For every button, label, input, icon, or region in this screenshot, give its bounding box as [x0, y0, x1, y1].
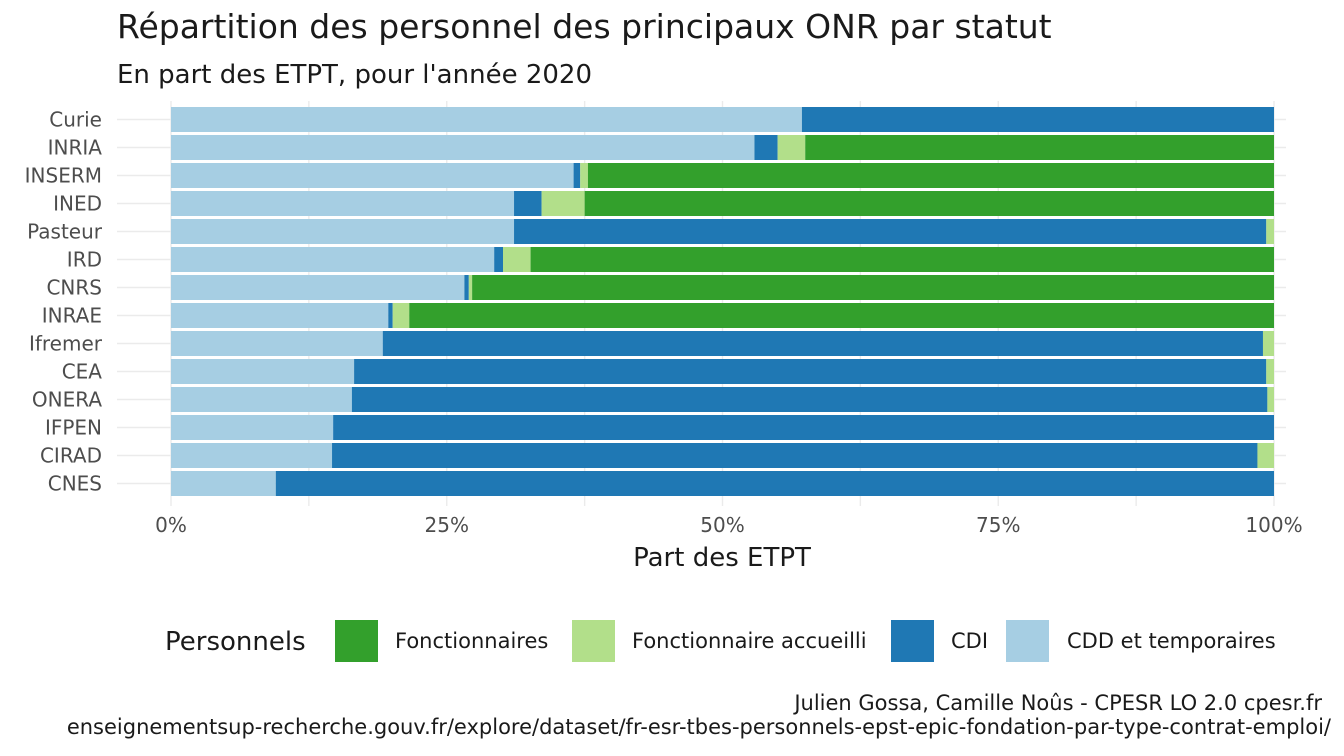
bar-segment-cnrs-fonctionnaires: [472, 275, 1274, 300]
chart-subtitle: En part des ETPT, pour l'année 2020: [117, 60, 592, 90]
bar-segment-ifpen-cdi: [333, 415, 1274, 440]
legend-label: CDD et temporaires: [1067, 629, 1276, 653]
bar-segment-pasteur-cdi: [514, 219, 1267, 244]
bar-segment-ined-cdd-et-temporaires: [171, 191, 515, 216]
bar-segment-ird-cdi: [494, 247, 504, 272]
bar-segment-inserm-fonctionnaire-accueilli: [580, 163, 588, 188]
x-tick-label: 0%: [155, 513, 187, 537]
bar-segment-ined-cdi: [514, 191, 542, 216]
y-tick-label: CIRAD: [40, 444, 102, 468]
bar-segment-cnrs-cdd-et-temporaires: [171, 275, 465, 300]
bar-segment-inria-fonctionnaires: [805, 135, 1274, 160]
bar-segment-ifremer-cdi: [382, 331, 1263, 356]
legend-label: Fonctionnaires: [395, 629, 548, 653]
legend: Personnels Fonctionnaires Fonctionnaire a…: [165, 620, 1276, 662]
legend-key-cdi: [891, 620, 934, 662]
bar-segment-cirad-fonctionnaire-accueilli: [1257, 443, 1274, 468]
bar-segment-inria-fonctionnaire-accueilli: [777, 135, 806, 160]
y-tick-label: IFPEN: [45, 416, 102, 440]
legend-label: CDI: [951, 629, 988, 653]
bar-segment-cnes-cdd-et-temporaires: [171, 471, 276, 496]
x-axis-ticks: 0% 25% 50% 75% 100%: [155, 513, 1302, 537]
y-tick-label: Curie: [49, 108, 102, 132]
legend-key-fonctionnaires: [335, 620, 378, 662]
bar-segment-ird-cdd-et-temporaires: [171, 247, 495, 272]
bar-segment-curie-cdd-et-temporaires: [171, 107, 802, 132]
bar-segment-ifpen-cdd-et-temporaires: [171, 415, 334, 440]
bar-segment-inserm-fonctionnaires: [587, 163, 1274, 188]
caption-credits: Julien Gossa, Camille Noûs - CPESR LO 2.…: [792, 691, 1322, 715]
bar-segment-cea-fonctionnaire-accueilli: [1266, 359, 1274, 384]
bar-segment-cnes-cdi: [275, 471, 1274, 496]
y-tick-label: INED: [53, 192, 102, 216]
bar-segment-onera-fonctionnaire-accueilli: [1267, 387, 1274, 412]
bar-segment-cirad-cdd-et-temporaires: [171, 443, 333, 468]
y-tick-label: Pasteur: [27, 220, 103, 244]
y-tick-label: Ifremer: [29, 332, 103, 356]
y-tick-label: INRAE: [42, 304, 102, 328]
x-tick-label: 50%: [700, 513, 744, 537]
y-tick-label: CEA: [62, 360, 103, 384]
bar-segment-cnrs-cdi: [464, 275, 469, 300]
bar-segment-ined-fonctionnaire-accueilli: [541, 191, 585, 216]
bar-segment-cea-cdi: [354, 359, 1267, 384]
bar-segment-cea-cdd-et-temporaires: [171, 359, 355, 384]
bar-segment-onera-cdi: [351, 387, 1268, 412]
bar-segment-cirad-cdi: [332, 443, 1258, 468]
x-tick-label: 100%: [1245, 513, 1302, 537]
bar-segment-ifremer-cdd-et-temporaires: [171, 331, 383, 356]
bar-segment-inserm-cdi: [573, 163, 581, 188]
bars: [171, 107, 1274, 496]
x-axis-title: Part des ETPT: [633, 543, 811, 573]
legend-key-fonctionnaire-accueilli: [572, 620, 615, 662]
y-tick-label: CNES: [48, 472, 102, 496]
y-tick-label: CNRS: [46, 276, 102, 300]
x-tick-label: 75%: [976, 513, 1020, 537]
bar-segment-pasteur-fonctionnaire-accueilli: [1266, 219, 1274, 244]
legend-title: Personnels: [165, 627, 306, 657]
legend-key-cdd-et-temporaires: [1006, 620, 1049, 662]
bar-segment-ird-fonctionnaires: [530, 247, 1274, 272]
bar-segment-ifremer-fonctionnaire-accueilli: [1262, 331, 1274, 356]
y-tick-label: ONERA: [32, 388, 102, 412]
bar-segment-inria-cdd-et-temporaires: [171, 135, 755, 160]
caption-source: enseignementsup-recherche.gouv.fr/explor…: [67, 715, 1332, 739]
bar-segment-cnrs-fonctionnaire-accueilli: [468, 275, 473, 300]
bar-segment-inrae-cdi: [388, 303, 393, 328]
bar-segment-inrae-fonctionnaires: [409, 303, 1274, 328]
bar-segment-inrae-fonctionnaire-accueilli: [392, 303, 410, 328]
bar-segment-inria-cdi: [754, 135, 778, 160]
legend-label: Fonctionnaire accueilli: [632, 629, 867, 653]
chart-title: Répartition des personnel des principaux…: [117, 7, 1052, 46]
bar-segment-pasteur-cdd-et-temporaires: [171, 219, 515, 244]
y-axis-labels: Curie INRIA INSERM INED Pasteur IRD CNRS INRAE I…: [25, 108, 103, 496]
y-tick-label: IRD: [67, 248, 102, 272]
bar-segment-onera-cdd-et-temporaires: [171, 387, 352, 412]
bar-segment-ird-fonctionnaire-accueilli: [503, 247, 531, 272]
y-tick-label: INRIA: [48, 136, 103, 160]
bar-segment-inrae-cdd-et-temporaires: [171, 303, 389, 328]
x-tick-label: 25%: [425, 513, 469, 537]
bar-segment-curie-cdi: [801, 107, 1274, 132]
bar-segment-ined-fonctionnaires: [584, 191, 1274, 216]
y-tick-label: INSERM: [25, 164, 102, 188]
bar-segment-inserm-cdd-et-temporaires: [171, 163, 574, 188]
